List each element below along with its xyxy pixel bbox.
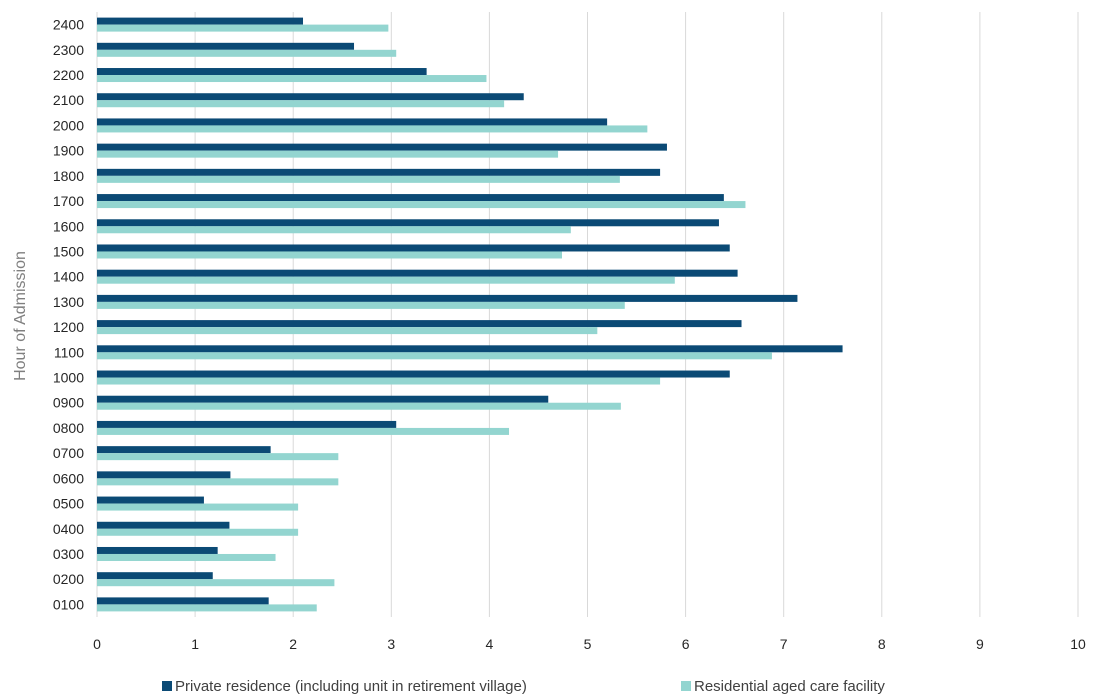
y-tick-label-0900: 0900 — [53, 395, 84, 411]
legend: Private residence (including unit in ret… — [162, 678, 885, 695]
y-tick-label-1100: 1100 — [54, 344, 84, 360]
x-tick-label-4: 4 — [486, 636, 494, 652]
bar-aged-care-1900 — [97, 150, 559, 158]
y-tick-label-0400: 0400 — [53, 521, 84, 537]
bar-aged-care-1200 — [97, 327, 598, 335]
bar-aged-care-1700 — [97, 201, 746, 209]
bar-aged-care-1800 — [97, 175, 620, 183]
legend-label-1: Residential aged care facility — [694, 678, 885, 695]
y-tick-label-0500: 0500 — [53, 496, 84, 512]
bar-private-residence-1600 — [97, 219, 719, 227]
y-tick-label-1300: 1300 — [53, 294, 84, 310]
y-tick-label-1600: 1600 — [53, 218, 84, 234]
y-tick-label-2100: 2100 — [53, 92, 84, 108]
bar-private-residence-1400 — [97, 269, 738, 277]
y-tick-label-0600: 0600 — [53, 470, 84, 486]
bar-aged-care-0600 — [97, 478, 339, 486]
legend-swatch-0 — [162, 681, 172, 691]
x-tick-label-9: 9 — [976, 636, 984, 652]
bar-private-residence-1900 — [97, 143, 667, 151]
bar-private-residence-1700 — [97, 194, 724, 202]
bar-private-residence-1200 — [97, 320, 742, 328]
y-tick-label-1400: 1400 — [53, 269, 84, 285]
legend-swatch-1 — [681, 681, 691, 691]
bar-private-residence-0600 — [97, 471, 231, 479]
bar-private-residence-0700 — [97, 446, 271, 454]
x-tick-label-3: 3 — [387, 636, 395, 652]
bar-private-residence-0200 — [97, 572, 213, 580]
x-tick-label-8: 8 — [878, 636, 886, 652]
y-tick-label-2000: 2000 — [53, 117, 84, 133]
bar-private-residence-0400 — [97, 521, 230, 529]
bar-private-residence-2000 — [97, 118, 608, 126]
y-tick-label-1900: 1900 — [53, 143, 84, 159]
bar-aged-care-0200 — [97, 579, 335, 587]
y-axis-category-labels: 0100 0200 0300 0400 0500 0600 0700 0800 0900 1000… — [53, 17, 84, 613]
y-tick-label-0800: 0800 — [53, 420, 84, 436]
bar-aged-care-1000 — [97, 377, 661, 385]
bar-aged-care-0300 — [97, 553, 276, 561]
x-tick-label-10: 10 — [1070, 636, 1086, 652]
y-tick-label-1500: 1500 — [53, 243, 84, 259]
bar-private-residence-2300 — [97, 42, 355, 50]
bar-aged-care-1400 — [97, 276, 675, 284]
y-tick-label-1800: 1800 — [53, 168, 84, 184]
y-tick-label-0100: 0100 — [53, 596, 84, 612]
y-tick-label-2400: 2400 — [53, 17, 84, 33]
bar-aged-care-2300 — [97, 49, 397, 57]
bar-private-residence-1500 — [97, 244, 730, 252]
bar-private-residence-0100 — [97, 597, 269, 605]
y-axis-title: Hour of Admission — [12, 251, 29, 381]
y-tick-label-2200: 2200 — [53, 67, 84, 83]
bar-aged-care-0500 — [97, 503, 299, 511]
legend-label-0: Private residence (including unit in ret… — [175, 678, 527, 695]
bar-aged-care-2400 — [97, 24, 389, 32]
bars — [97, 17, 843, 612]
bar-private-residence-1000 — [97, 370, 730, 378]
bar-private-residence-1800 — [97, 168, 661, 176]
bar-private-residence-2100 — [97, 93, 524, 101]
bar-aged-care-0400 — [97, 528, 299, 536]
bar-aged-care-0700 — [97, 453, 339, 461]
y-tick-label-1000: 1000 — [53, 370, 84, 386]
bar-private-residence-0300 — [97, 546, 218, 554]
bar-aged-care-1300 — [97, 301, 625, 309]
y-tick-label-0700: 0700 — [53, 445, 84, 461]
y-tick-label-1200: 1200 — [53, 319, 84, 335]
bar-aged-care-0900 — [97, 402, 621, 410]
bar-aged-care-2200 — [97, 75, 487, 83]
bar-private-residence-1100 — [97, 345, 843, 353]
bar-aged-care-0100 — [97, 604, 317, 612]
y-tick-label-0200: 0200 — [53, 571, 84, 587]
bar-private-residence-2400 — [97, 17, 304, 25]
bar-aged-care-0800 — [97, 427, 510, 435]
x-tick-label-2: 2 — [289, 636, 297, 652]
x-tick-label-5: 5 — [584, 636, 592, 652]
bar-aged-care-2000 — [97, 125, 648, 133]
bar-private-residence-1300 — [97, 294, 798, 302]
x-tick-label-1: 1 — [191, 636, 199, 652]
bar-aged-care-2100 — [97, 100, 505, 108]
bar-aged-care-1600 — [97, 226, 571, 234]
y-tick-label-0300: 0300 — [53, 546, 84, 562]
x-tick-label-7: 7 — [780, 636, 788, 652]
gridlines — [96, 12, 1079, 617]
x-tick-label-0: 0 — [93, 636, 101, 652]
bar-private-residence-0900 — [97, 395, 549, 403]
y-tick-label-1700: 1700 — [53, 193, 84, 209]
bar-private-residence-0500 — [97, 496, 204, 504]
bar-aged-care-1500 — [97, 251, 562, 259]
bar-aged-care-1100 — [97, 352, 772, 360]
x-tick-label-6: 6 — [682, 636, 690, 652]
bar-private-residence-0800 — [97, 420, 397, 428]
y-tick-label-2300: 2300 — [53, 42, 84, 58]
bar-private-residence-2200 — [97, 68, 427, 76]
x-axis-tick-labels: 0 1 2 3 4 5 6 7 8 9 10 — [93, 636, 1086, 652]
